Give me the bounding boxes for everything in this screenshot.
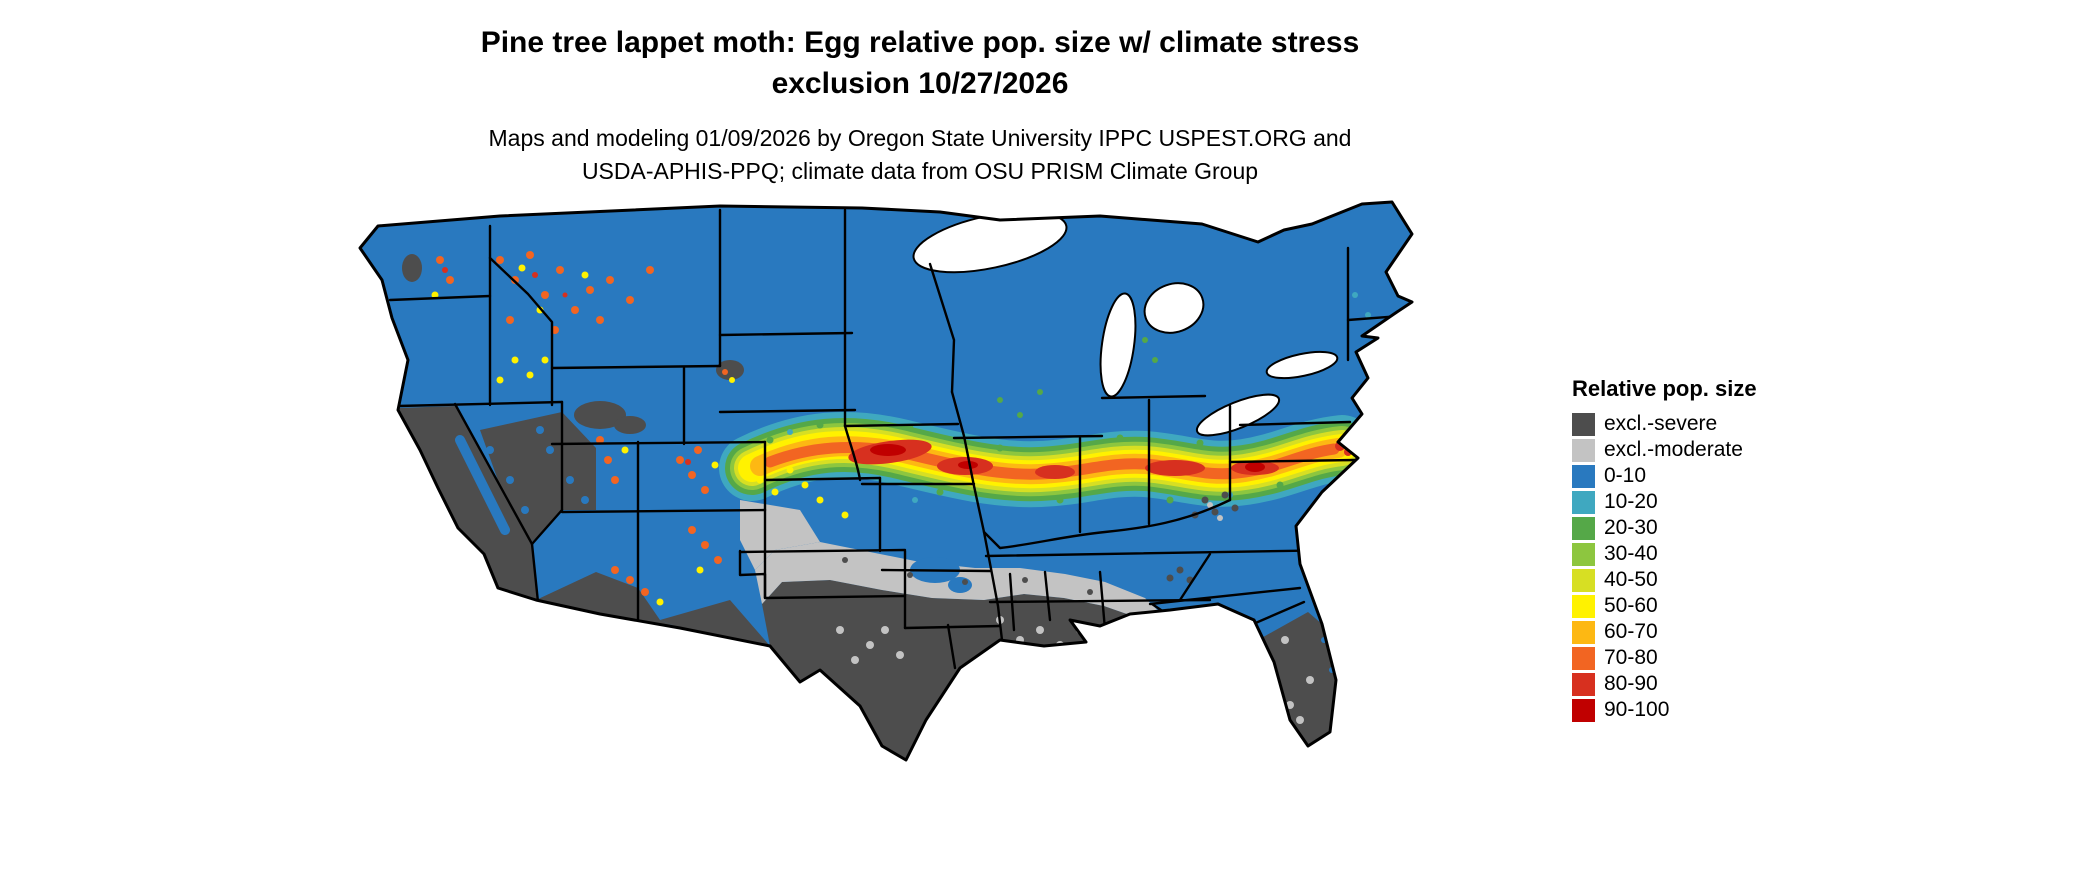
us-outline: [358, 200, 1414, 762]
legend-label: excl.-moderate: [1604, 438, 1743, 461]
legend-label: 70-80: [1604, 646, 1658, 669]
legend-swatch: [1572, 516, 1595, 540]
figure-subtitle-line2: USDA-APHIS-PPQ; climate data from OSU PR…: [581, 158, 1259, 185]
legend-swatch: [1572, 672, 1595, 696]
figure-title-line1: Pine tree lappet moth: Egg relative pop.…: [480, 26, 1360, 59]
legend-item: excl.-moderate: [1572, 437, 1757, 463]
lake-michigan: [1099, 292, 1137, 398]
rockies-speckles: [431, 251, 1369, 606]
legend-label: 80-90: [1604, 672, 1658, 695]
legend-item: 30-40: [1572, 541, 1757, 567]
legend-item: 70-80: [1572, 645, 1757, 671]
legend-swatch: [1572, 490, 1595, 514]
legend-label: excl.-severe: [1604, 412, 1718, 435]
figure-subtitle: Maps and modeling 01/09/2026 by Oregon S…: [0, 122, 1840, 189]
population-band: [719, 411, 1375, 508]
figure-title-line2: exclusion 10/27/2026: [771, 67, 1069, 101]
legend-label: 60-70: [1604, 620, 1658, 643]
legend-rows: excl.-severe excl.-moderate 0-10 10-20 2…: [1572, 411, 1757, 723]
legend-item: 40-50: [1572, 567, 1757, 593]
lake-erie: [1195, 393, 1281, 437]
legend-item: 0-10: [1572, 463, 1757, 489]
legend-swatch: [1572, 438, 1595, 462]
legend-item: 90-100: [1572, 697, 1757, 723]
legend-swatch: [1572, 464, 1595, 488]
legend-item: 20-30: [1572, 515, 1757, 541]
lake-ontario: [1265, 350, 1339, 380]
conus-map: [300, 200, 1530, 880]
legend-label: 90-100: [1604, 698, 1670, 721]
legend-item: 10-20: [1572, 489, 1757, 515]
legend-swatch: [1572, 620, 1595, 644]
legend-swatch: [1572, 594, 1595, 618]
legend-swatch: [1572, 698, 1595, 722]
legend-swatch: [1572, 568, 1595, 592]
legend-swatch: [1572, 646, 1595, 670]
conus-map-svg: [358, 200, 1414, 762]
legend-swatch: [1572, 542, 1595, 566]
legend-title: Relative pop. size: [1572, 376, 1757, 401]
legend-label: 30-40: [1604, 542, 1658, 565]
legend-label: 50-60: [1604, 594, 1658, 617]
great-lakes: [912, 210, 1339, 437]
state-borders: [388, 208, 1402, 670]
legend-label: 0-10: [1604, 464, 1647, 487]
band-fringe-speckles: [766, 292, 1371, 504]
figure-title: Pine tree lappet moth: Egg relative pop.…: [0, 22, 1840, 105]
figure-subtitle-line1: Maps and modeling 01/09/2026 by Oregon S…: [488, 125, 1352, 151]
map-legend: Relative pop. size excl.-severe excl.-mo…: [1572, 376, 1757, 723]
legend-label: 10-20: [1604, 490, 1658, 513]
legend-item: 60-70: [1572, 619, 1757, 645]
legend-item: excl.-severe: [1572, 411, 1757, 437]
legend-swatch: [1572, 412, 1595, 436]
legend-label: 40-50: [1604, 568, 1658, 591]
band-hotspot-cores: [870, 444, 1265, 472]
legend-label: 20-30: [1604, 516, 1658, 539]
legend-item: 80-90: [1572, 671, 1757, 697]
legend-item: 50-60: [1572, 593, 1757, 619]
lake-huron: [1143, 282, 1205, 334]
